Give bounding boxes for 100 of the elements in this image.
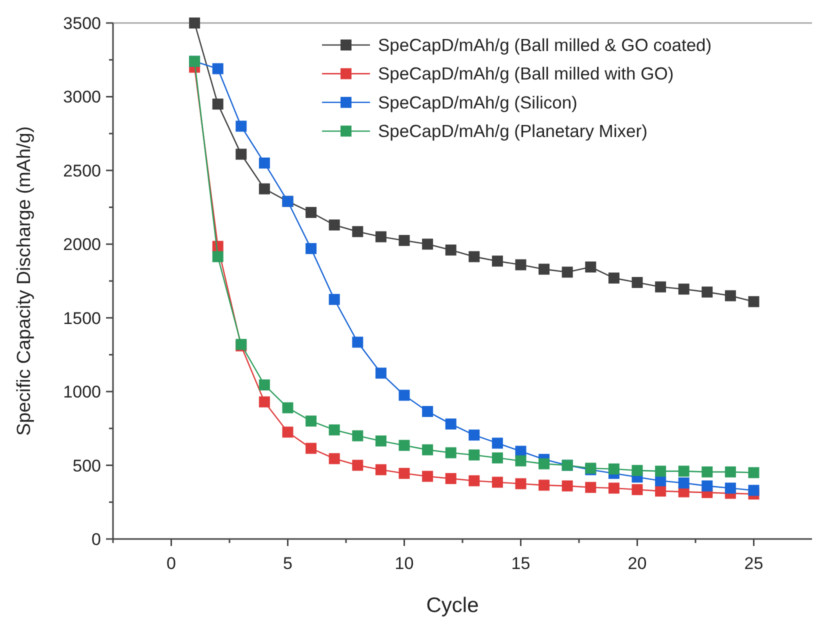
x-axis-title: Cycle: [426, 594, 479, 617]
legend-label: SpeCapD/mAh/g (Planetary Mixer): [378, 121, 648, 142]
point: [375, 435, 386, 446]
y-tick-label: 1500: [63, 308, 101, 328]
point: [398, 234, 410, 246]
point: [282, 426, 294, 438]
point: [258, 396, 270, 408]
point: [748, 296, 760, 308]
point: [258, 158, 270, 169]
point: [492, 438, 503, 449]
y-tick-label: 2000: [63, 235, 101, 254]
point: [468, 475, 480, 486]
point: [562, 480, 573, 492]
point: [702, 480, 713, 492]
y-tick-label: 500: [72, 456, 101, 476]
point: [702, 286, 713, 298]
point: [748, 484, 760, 496]
point: [422, 444, 434, 456]
point: [422, 470, 434, 482]
point: [306, 243, 317, 254]
point: [585, 482, 596, 493]
point: [306, 416, 317, 427]
point: [328, 294, 340, 305]
point: [468, 251, 480, 262]
point: [632, 464, 643, 476]
legend-label: SpeCapD/mAh/g (Silicon): [378, 92, 578, 112]
point: [375, 368, 386, 379]
point: [422, 406, 434, 417]
point: [608, 272, 620, 284]
x-tick-label: 5: [283, 554, 292, 573]
point: [608, 463, 620, 474]
point: [585, 261, 596, 272]
point: [608, 482, 620, 494]
point: [398, 390, 410, 401]
point: [189, 18, 200, 28]
point: [724, 482, 736, 494]
point: [445, 418, 456, 430]
point: [515, 478, 526, 490]
point: [422, 238, 434, 250]
point: [515, 259, 526, 270]
point: [306, 442, 317, 454]
point: [515, 455, 526, 466]
legend-label: SpeCapD/mAh/g (Ball milled with GO): [378, 64, 674, 84]
point: [632, 276, 643, 288]
point: [538, 480, 550, 491]
point: [212, 251, 224, 262]
point: [678, 284, 690, 295]
point: [236, 120, 247, 132]
point: [328, 453, 340, 464]
point: [258, 183, 270, 194]
point: [632, 484, 643, 496]
y-tick-label: 2500: [63, 161, 101, 180]
point: [375, 464, 386, 476]
point: [468, 430, 480, 441]
point: [562, 266, 573, 278]
point: [236, 148, 247, 160]
x-tick-label: 20: [628, 554, 647, 573]
point: [538, 458, 550, 470]
point: [328, 219, 340, 230]
y-tick-label: 3500: [63, 14, 101, 33]
x-tick-label: 0: [166, 554, 176, 573]
point: [492, 256, 503, 267]
y-tick-label: 1000: [63, 382, 101, 402]
point: [212, 98, 224, 110]
point: [655, 475, 666, 486]
x-tick-label: 15: [511, 554, 530, 573]
point: [352, 430, 364, 442]
point: [212, 63, 224, 74]
y-axis-title: Specific Capacity Discharge (mAh/g): [14, 126, 35, 436]
point: [655, 466, 666, 477]
point: [492, 452, 503, 464]
point: [655, 486, 666, 497]
point: [398, 468, 410, 479]
point: [468, 449, 480, 460]
point: [702, 466, 713, 478]
y-tick-label: 0: [92, 530, 101, 549]
point: [538, 264, 550, 275]
point: [352, 336, 364, 348]
point: [258, 379, 270, 390]
point: [724, 290, 736, 302]
point: [445, 473, 456, 484]
point: [282, 402, 294, 414]
x-tick-label: 10: [394, 554, 414, 573]
point: [748, 467, 760, 478]
x-tick-label: 25: [744, 554, 764, 573]
point: [398, 440, 410, 451]
point: [655, 281, 666, 292]
point: [492, 476, 503, 488]
point: [328, 424, 340, 436]
point: [352, 226, 364, 238]
point: [352, 460, 364, 471]
point: [445, 244, 456, 256]
point: [375, 231, 386, 242]
point: [445, 447, 456, 458]
point: [724, 466, 736, 478]
point: [306, 206, 317, 218]
legend-label: SpeCapD/mAh/g (Ball milled & GO coated): [378, 35, 712, 55]
y-tick-label: 3000: [63, 88, 101, 107]
point: [678, 466, 690, 477]
point: [678, 477, 690, 488]
